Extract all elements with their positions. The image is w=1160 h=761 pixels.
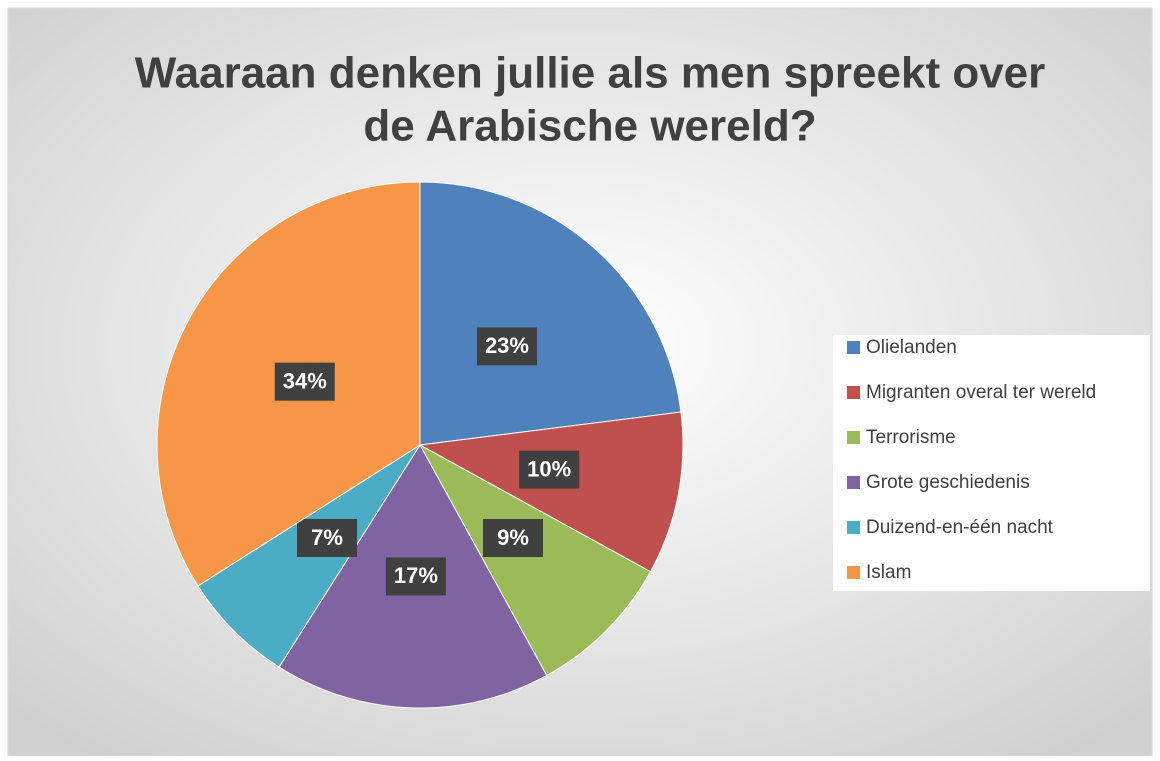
legend-label: Grote geschiedenis: [866, 472, 1030, 493]
data-label-box: [519, 450, 580, 489]
data-label-box: [476, 327, 537, 366]
pie-slice: [418, 443, 652, 677]
legend-label: Migranten overal ter wereld: [866, 382, 1096, 403]
pie-slice: [418, 411, 684, 573]
data-label: 23%: [485, 333, 529, 358]
chart-title: Waaraan denken jullie als men spreekt ov…: [135, 49, 1046, 98]
legend-swatch: [847, 431, 860, 444]
data-label-box: [482, 518, 543, 557]
data-label: 34%: [283, 368, 327, 393]
data-label-box: [297, 518, 358, 557]
data-label-box: [274, 362, 335, 401]
legend-swatch: [847, 521, 860, 534]
legend-swatch: [847, 476, 860, 489]
data-label: 17%: [394, 563, 438, 588]
pie-slice: [419, 181, 682, 446]
legend-swatch: [847, 341, 860, 354]
data-label-box: [385, 557, 446, 596]
data-label: 10%: [527, 456, 571, 481]
data-label: 7%: [311, 525, 343, 550]
legend: [833, 335, 1150, 591]
legend-swatch: [847, 386, 860, 399]
legend-label: Olielanden: [866, 337, 957, 358]
chart-title: de Arabische wereld?: [363, 102, 816, 151]
legend-swatch: [847, 566, 860, 579]
legend-label: Islam: [866, 562, 911, 583]
legend-label: Duizend-en-één nacht: [866, 517, 1054, 538]
data-label: 9%: [497, 525, 529, 550]
legend-label: Terrorisme: [866, 427, 956, 448]
